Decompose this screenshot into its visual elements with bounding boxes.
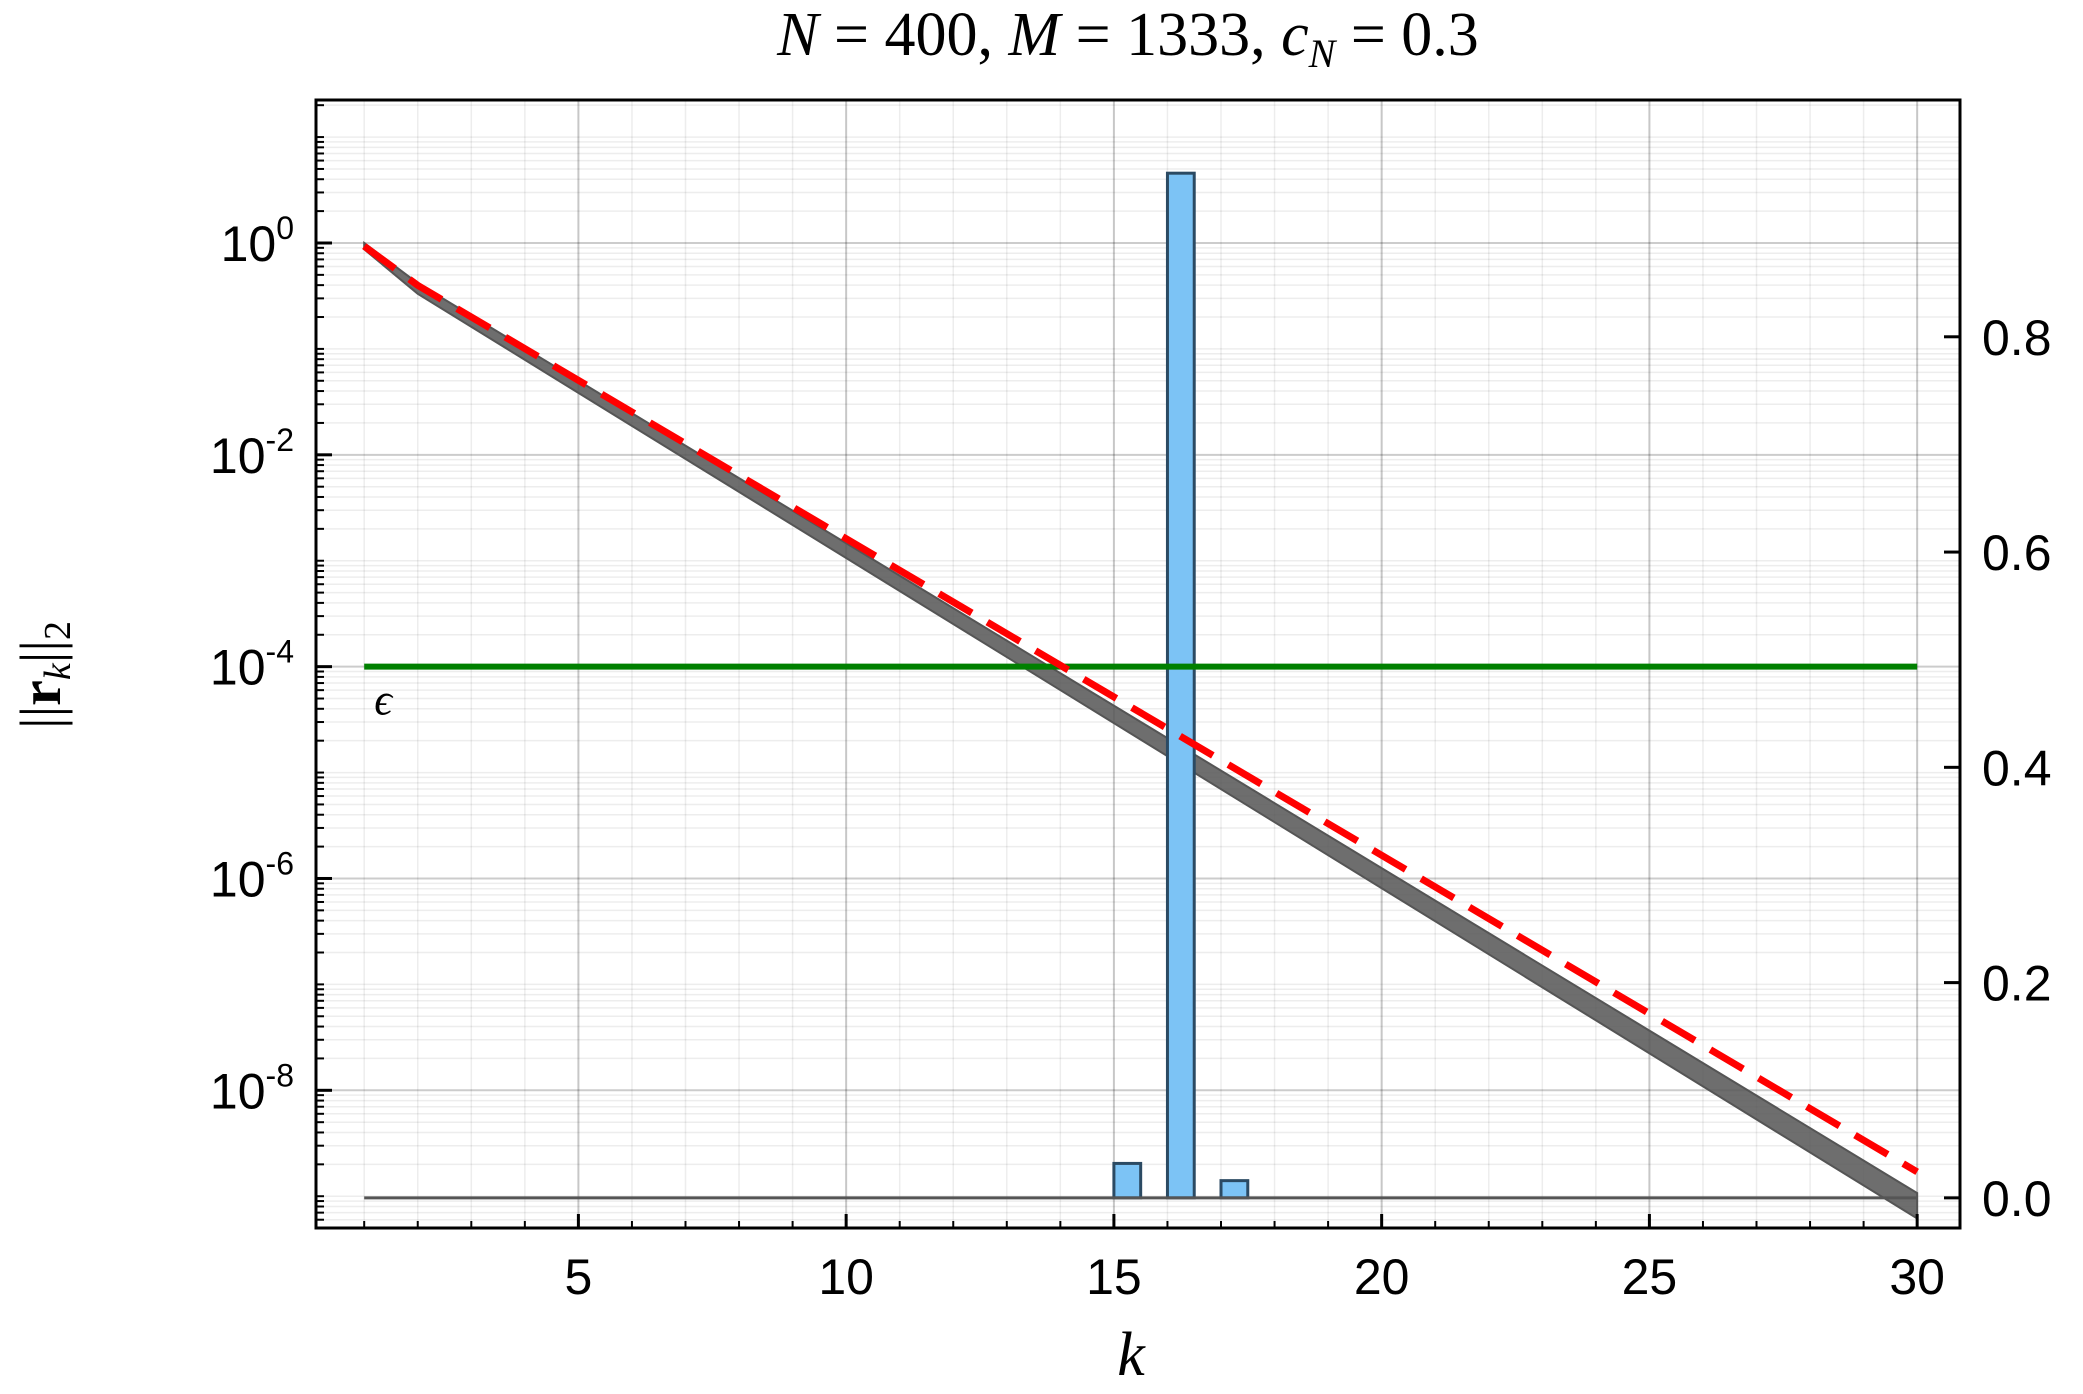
y-tick-exponent: 0	[276, 210, 294, 246]
title-n: N	[776, 1, 822, 69]
title-c-value: = 0.3	[1335, 1, 1478, 69]
ylabel-r: r	[8, 680, 73, 706]
y-tick-base: 10	[221, 216, 277, 272]
x-tick-label: 10	[818, 1249, 874, 1305]
histogram-bar	[1112, 1161, 1143, 1200]
y-tick-base: 10	[210, 1063, 266, 1119]
x-tick-label: 5	[564, 1249, 592, 1305]
y-tick-exponent: -8	[266, 1057, 294, 1093]
ylabel-2-subscript: 2	[37, 621, 79, 640]
title-c: c	[1281, 1, 1309, 69]
ylabel-k-subscript: k	[37, 662, 79, 680]
y2-tick-label: 0.2	[1982, 956, 2052, 1012]
chart-title: N = 400, M = 1333, cN = 0.3	[776, 1, 1479, 76]
y-tick-base: 10	[210, 428, 266, 484]
y2-tick-label: 0.8	[1982, 310, 2052, 366]
ticks-layer: 5 10 15 20 25 3010010-210-410-610-80.00.20.40…	[210, 104, 2052, 1305]
y-tick-label: 10-8	[210, 1057, 294, 1119]
y2-tick-label: 0.0	[1982, 1171, 2052, 1227]
ylabel-close-norm: ||	[8, 640, 73, 663]
y-tick-exponent: -2	[266, 422, 294, 458]
y-tick-base: 10	[210, 851, 266, 907]
title-n-value: = 400,	[819, 1, 1009, 69]
y-tick-exponent: -6	[266, 845, 294, 881]
x-tick-label: 15	[1086, 1249, 1142, 1305]
red-dashed-bound-line	[362, 243, 1919, 1175]
y2-tick-label: 0.6	[1982, 525, 2052, 581]
data-layer	[362, 171, 1919, 1221]
x-tick-label: 30	[1889, 1249, 1945, 1305]
y-axis-label: ||rk||2	[8, 621, 79, 729]
y-tick-label: 10-6	[210, 845, 294, 907]
plot-frame	[314, 98, 1962, 1230]
ylabel-open-norm: ||	[8, 706, 73, 729]
x-tick-label: 25	[1622, 1249, 1678, 1305]
title-m-value: = 1333,	[1060, 1, 1281, 69]
x-tick-label: 20	[1354, 1249, 1410, 1305]
y2-tick-label: 0.4	[1982, 740, 2052, 796]
y-tick-label: 100	[221, 210, 294, 272]
histogram-bar	[1219, 1179, 1250, 1200]
histogram-bar	[1165, 171, 1196, 1200]
x-axis-label: k	[1117, 1321, 1146, 1389]
y-tick-label: 10-4	[210, 634, 294, 696]
y-tick-label: 10-2	[210, 422, 294, 484]
residual-band	[363, 240, 1919, 1221]
y-tick-base: 10	[210, 640, 266, 696]
epsilon-label: ϵ	[374, 676, 394, 725]
y-tick-exponent: -4	[266, 634, 294, 670]
title-m: M	[1008, 1, 1064, 69]
title-c-subscript: N	[1308, 31, 1338, 76]
